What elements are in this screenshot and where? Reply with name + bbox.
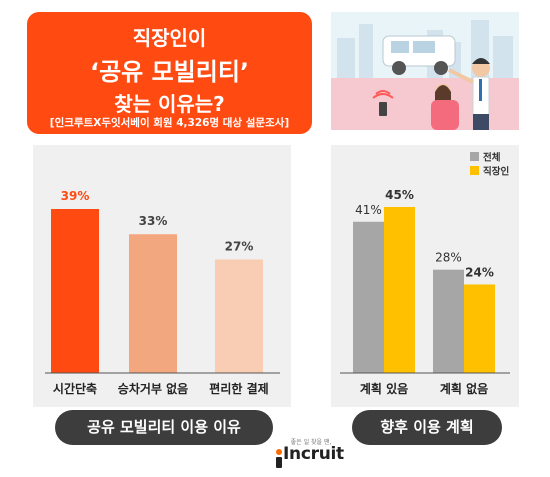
bar-전체 <box>433 269 464 373</box>
title-line-1: 직장인이 <box>132 26 207 50</box>
car-icon <box>382 35 456 75</box>
category-label: 승차거부 없음 <box>118 381 188 396</box>
bar-2 <box>129 234 177 373</box>
bar-value-label: 27% <box>225 239 254 253</box>
bar-1 <box>51 209 99 373</box>
bar-3 <box>215 259 263 373</box>
wifi-icon <box>372 90 394 116</box>
bar-value-label: 39% <box>61 189 90 203</box>
bar-직장인 <box>464 284 495 373</box>
legend-label: 전체 <box>483 152 500 164</box>
person-standing-icon <box>448 58 490 130</box>
reasons-bar-chart: 39% 시간단축 33% 승차거부 없음 27% 편리한 결제 <box>45 189 280 396</box>
title-box: 직장인이 ‘공유 모빌리티’ 찾는 이유는? [인크루트X두잇서베이 회원 4,… <box>27 12 312 134</box>
reasons-chart-title: 공유 모빌리티 이용 이유 <box>55 410 273 445</box>
bar-value-label: 41% <box>355 203 382 217</box>
bar-전체 <box>353 221 384 373</box>
title-line-3: 찾는 이유는? <box>114 92 225 116</box>
bar-직장인 <box>384 207 415 373</box>
bar-value-label: 24% <box>465 265 494 279</box>
brand-name: Incruit <box>283 444 344 464</box>
survey-source: [인크루트X두잇서베이 회원 4,326명 대상 설문조사] <box>49 117 290 129</box>
plan-chart-title: 향후 이용 계획 <box>352 410 502 445</box>
legend-label: 직장인 <box>483 166 509 178</box>
category-label: 편리한 결제 <box>209 381 268 396</box>
mobility-illustration <box>331 12 519 130</box>
person-sitting-icon <box>431 84 459 130</box>
legend-swatch <box>470 152 479 161</box>
title-line-2: ‘공유 모빌리티’ <box>89 58 250 86</box>
category-label: 시간단축 <box>53 381 97 396</box>
bar-value-label: 33% <box>139 214 168 228</box>
incruit-logo-icon <box>276 449 282 468</box>
category-label: 계획 있음 <box>360 381 408 396</box>
category-label: 계획 없음 <box>440 381 488 396</box>
brand-tagline: 좋은 일 찾을 땐, <box>290 439 332 446</box>
bar-value-label: 28% <box>435 251 462 265</box>
bar-value-label: 45% <box>385 188 414 202</box>
legend-swatch <box>470 166 479 175</box>
